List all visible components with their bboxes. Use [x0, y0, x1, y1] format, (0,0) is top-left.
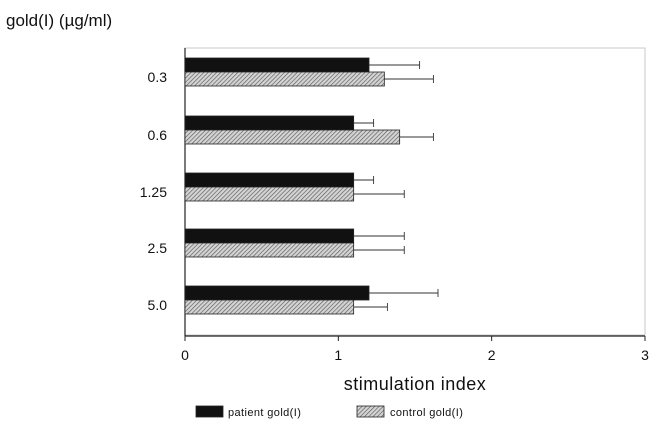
legend-label-patient: patient gold(I) [228, 407, 301, 419]
bar-patient [184, 57, 370, 73]
y-tick-label: 2.5 [148, 240, 168, 256]
y-tick-label: 5.0 [148, 297, 168, 313]
x-tick-label: 1 [334, 347, 342, 363]
bar-patient [184, 285, 370, 301]
bar-control [184, 242, 355, 258]
y-tick-label: 0.3 [148, 69, 168, 85]
x-tick-label: 0 [181, 347, 189, 363]
x-tick-label: 3 [641, 347, 649, 363]
legend-label-control: control gold(I) [390, 407, 463, 419]
legend: patient gold(I) control gold(I) [195, 405, 463, 419]
bars-group [184, 57, 439, 315]
bar-patient [184, 115, 355, 131]
y-tick-label: 1.25 [140, 184, 167, 200]
x-tick-label: 2 [488, 347, 496, 363]
bar-patient [184, 172, 355, 188]
x-axis-label: stimulation index [344, 374, 487, 394]
bar-control [184, 186, 355, 202]
bar-control [184, 71, 385, 87]
bar-control [184, 129, 401, 145]
bar-control [184, 299, 355, 315]
x-ticks-group: 0 1 2 3 [181, 336, 649, 363]
chart-title: gold(I) (µg/ml) [6, 11, 112, 30]
legend-swatch-control [356, 405, 385, 418]
y-tick-label: 0.6 [148, 127, 168, 143]
legend-swatch-patient [195, 405, 224, 418]
bar-patient [184, 228, 355, 244]
y-ticks-group: 0.3 0.6 1.25 2.5 5.0 [140, 69, 167, 313]
